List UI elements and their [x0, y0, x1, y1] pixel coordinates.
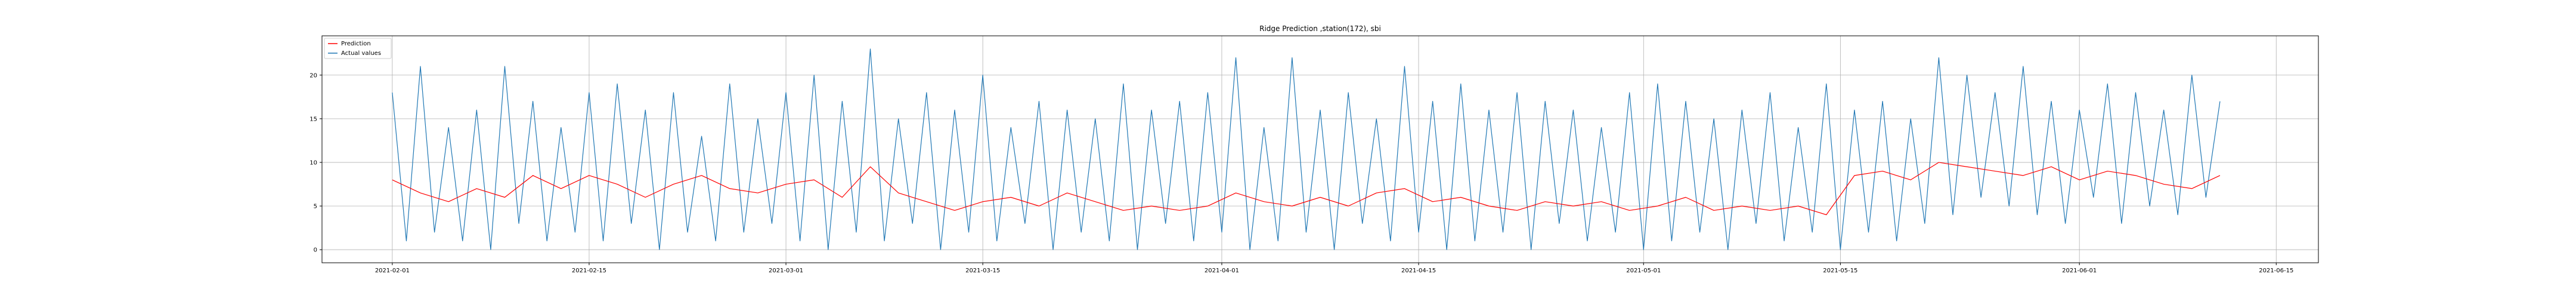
y-tick-label: 20: [309, 72, 317, 79]
x-tick-label: 2021-02-01: [375, 268, 410, 274]
series-line-prediction: [392, 162, 2221, 216]
x-tick-label: 2021-04-01: [1205, 268, 1239, 274]
x-tick-label: 2021-05-15: [1823, 268, 1857, 274]
y-axis: 0 5 10 15 20: [309, 72, 322, 254]
x-tick-label: 2021-02-15: [572, 268, 606, 274]
x-tick-label: 2021-06-15: [2259, 268, 2293, 274]
plot-frame: [321, 35, 2319, 263]
x-tick-label: 2021-03-01: [769, 268, 803, 274]
legend-box: [324, 38, 392, 59]
legend: Prediction Actual values: [324, 38, 392, 59]
y-tick-label: 15: [309, 116, 317, 122]
chart-title: Ridge Prediction ,station(172), sbi: [1259, 24, 1381, 33]
x-tick-label: 2021-03-15: [965, 268, 1000, 274]
plot-background: [322, 36, 2318, 263]
y-tick-label: 0: [314, 247, 317, 254]
x-tick-label: 2021-05-01: [1626, 268, 1661, 274]
series-layer: [392, 48, 2221, 250]
legend-label-actual-values: Actual values: [341, 50, 381, 57]
y-tick-label: 10: [309, 159, 317, 166]
x-tick-label: 2021-06-01: [2062, 268, 2097, 274]
x-tick-label: 2021-04-15: [1401, 268, 1436, 274]
y-tick-label: 5: [314, 204, 317, 210]
series-line-actual-values: [392, 48, 2221, 250]
x-axis: 2021-02-01 2021-02-15 2021-03-01 2021-03-15…: [375, 263, 2293, 274]
legend-label-prediction: Prediction: [341, 41, 371, 47]
